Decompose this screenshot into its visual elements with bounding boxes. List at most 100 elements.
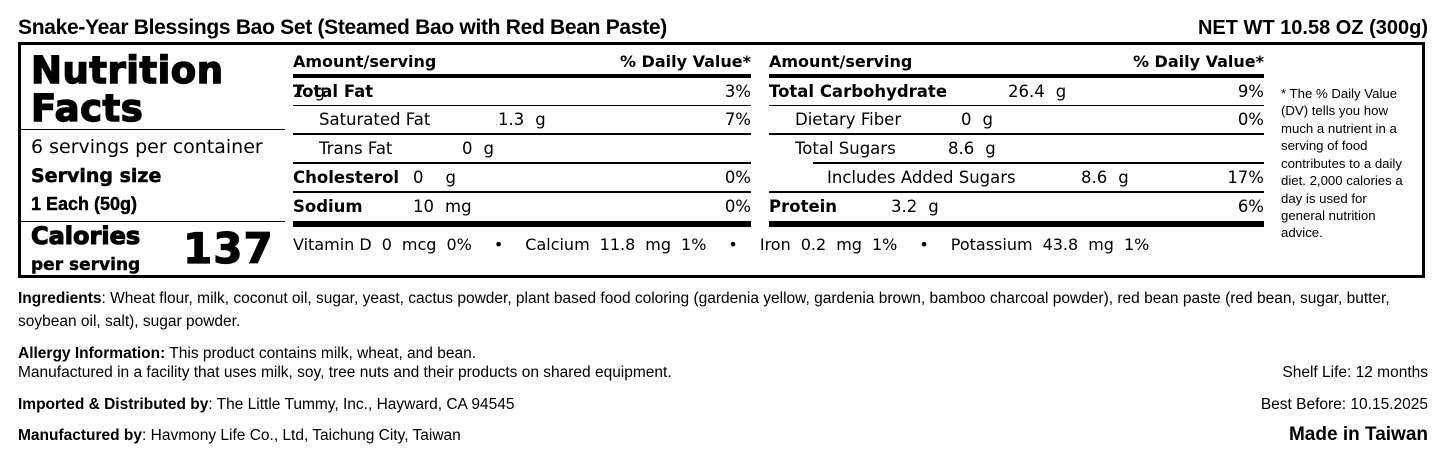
micronutrients-row: Vitamin D 0 mcg 0% • Calcium 11.8 mg 1% … [293,227,1264,254]
row-cholesterol: Cholesterol 0 g 0% [293,164,751,191]
row-total-carbohydrate: Total Carbohydrate 26.4 g 9% [769,78,1264,105]
calories-per-serving-label: per serving [31,255,141,275]
ingredients-paragraph: Ingredients: Wheat flour, milk, coconut … [18,288,1428,334]
nutrient-unit: g [445,167,456,187]
nutrient-amount: 3.2 [891,196,918,216]
thick-divider [293,220,751,227]
micronutrient-amount: 11.8 [599,234,636,254]
daily-value-header: % Daily Value* [1132,52,1264,71]
nutrient-label: Includes Added Sugars [827,167,1016,187]
divider [769,104,1264,107]
serving-size-value: 1 Each (50g) [31,194,138,215]
calories-label: Calories [30,221,141,250]
facility-shelf-row: Manufactured in a facility that uses mil… [18,364,1428,382]
nutrient-label: Total Carbohydrate [769,81,948,101]
amount-serving-header: Amount/serving [769,52,913,71]
nutrient-amount: 10 [413,196,434,216]
micronutrient-dv: 1% [871,234,898,254]
nutrient-unit: g [982,110,993,130]
nutrient-dv: 0% [724,167,751,187]
nutrient-label: Sodium [293,196,363,216]
micronutrient-name: Potassium [950,234,1033,254]
nutrient-amount: 0 [462,139,473,159]
serving-size-label: Serving size [31,165,162,188]
nutrient-unit: g [985,139,996,159]
made-in-taiwan: Made in Taiwan [1288,423,1428,445]
allergy-text: This product contains milk, wheat, and b… [165,344,477,362]
ingredients-label: Ingredients [18,290,102,307]
micronutrient-dv: 1% [681,234,707,254]
nutrient-column-carb-protein: Amount/serving % Daily Value* Total Carb… [769,49,1264,227]
micronutrient-dv: 1% [1123,234,1150,254]
micronutrient-unit: mg [1088,234,1114,254]
nutrient-column-fat-sodium: Amount/serving % Daily Value* Total Fat … [293,49,751,227]
facility-note: Manufactured in a facility that uses mil… [18,363,672,381]
imported-by-text: : The Little Tummy, Inc., Hayward, CA 94… [208,395,515,413]
nutrient-tables: Amount/serving % Daily Value* Total Fat … [285,45,1270,275]
micronutrient-dv: 0% [446,234,472,254]
micronutrient-name: Iron [759,234,791,254]
nutrient-dv: 3% [724,81,751,101]
nutrient-unit: g [1055,81,1067,101]
bullet-separator: • [919,234,929,254]
bullet-separator: • [493,234,504,254]
micronutrient-unit: mg [836,234,862,254]
row-total-sugars: Total Sugars 8.6 g [769,135,1264,162]
calories-value: 137 [182,223,274,273]
panel-left-section: Nutrition Facts 6 servings per container… [21,45,285,275]
nutrient-unit: g [483,139,494,159]
info-section: Ingredients: Wheat flour, milk, coconut … [18,288,1428,446]
nutrient-amount: 0 [961,110,972,130]
manufactured-by-text: : Havmony Life Co., Ltd, Taichung City, … [142,426,461,444]
manufactured-by: Manufactured by: Havmony Life Co., Ltd, … [18,427,461,445]
nutrient-dv: 7% [724,110,751,130]
daily-value-header: % Daily Value* [619,52,751,71]
nutrient-amount: 8.6 [1081,167,1108,187]
amount-serving-header: Amount/serving [293,52,437,71]
imported-bestbefore-row: Imported & Distributed by: The Little Tu… [18,396,1428,414]
calories-labels: Calories per serving [30,221,183,275]
divider [293,162,751,164]
divider [769,74,1264,78]
micronutrient-potassium: Potassium 43.8 mg 1% [951,235,1150,254]
row-includes-added-sugars: Includes Added Sugars 8.6 g 17% [769,164,1264,191]
nutrient-label: Total Fat [293,81,374,101]
bullet-separator: • [728,234,738,254]
nutrient-label: Dietary Fiber [795,110,902,130]
divider [769,190,1264,193]
micronutrient-iron: Iron 0.2 mg 1% [760,235,897,254]
divider [293,133,751,136]
row-saturated-fat: Saturated Fat 1.3 g 7% [293,106,751,133]
net-weight: NET WT 10.58 OZ (300g) [1197,17,1428,39]
micronutrient-vitamin-d: Vitamin D 0 mcg 0% [293,235,472,254]
divider [293,104,751,107]
nutrient-amount: 8.6 [948,139,975,159]
calories-block: Calories per serving 137 [30,221,275,275]
thick-divider [769,220,1264,227]
nutrition-facts-title-line2: Facts [30,87,144,131]
manufactured-madein-row: Manufactured by: Havmony Life Co., Ltd, … [18,424,1428,446]
micronutrient-amount: 0 [381,234,392,254]
nutrient-unit: g [928,196,939,216]
nutrient-unit: g [535,110,546,130]
micronutrient-name: Vitamin D [293,234,372,254]
serving-info-block: 6 servings per container Serving size 1 … [31,129,275,221]
nutrient-unit: g [314,81,325,101]
micronutrient-amount: 43.8 [1042,234,1079,254]
nutrient-amount: 1.3 [498,110,525,130]
dv-footnote: * The % Daily Value (DV) tells you how m… [1281,86,1403,241]
row-protein: Protein 3.2 g 6% [769,193,1264,220]
nutrient-label: Cholesterol [293,167,400,187]
nutrient-label: Trans Fat [319,139,393,159]
divider [21,221,285,222]
imported-by: Imported & Distributed by: The Little Tu… [18,396,514,414]
ingredients-text: : Wheat flour, milk, coconut oil, sugar,… [18,290,1390,330]
product-title: Snake-Year Blessings Bao Set (Steamed Ba… [18,16,667,39]
servings-per-container: 6 servings per container [31,136,263,159]
nutrient-amount: 0 [413,167,424,187]
imported-by-label: Imported & Distributed by [18,395,209,413]
divider [813,162,1264,164]
nutrient-columns: Amount/serving % Daily Value* Total Fat … [293,49,1264,227]
